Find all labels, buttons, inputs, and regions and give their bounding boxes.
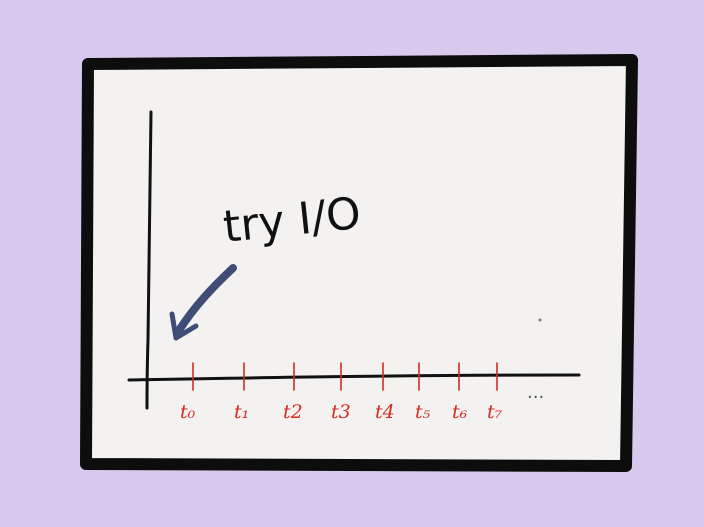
tick-label-1: t₁: [234, 401, 249, 423]
stray-dot: [538, 318, 542, 322]
x-axis: [127, 373, 581, 382]
ellipsis-label: ...: [527, 382, 544, 403]
tick-label-4: t4: [375, 401, 395, 423]
tick-label-7: t₇: [487, 401, 503, 423]
arrow-icon: [169, 264, 237, 341]
paper-frame: [80, 54, 638, 472]
y-axis: [145, 110, 153, 410]
tick-label-2: t2: [283, 401, 303, 423]
tick-label-5: t₅: [415, 401, 431, 423]
tick-label-0: t₀: [180, 401, 196, 423]
tick-label-6: t₆: [452, 401, 468, 423]
tick-marks: t₀ t₁ t2 t3 t4 t₅ t₆ t₇: [180, 362, 503, 423]
tick-label-3: t3: [331, 401, 351, 423]
